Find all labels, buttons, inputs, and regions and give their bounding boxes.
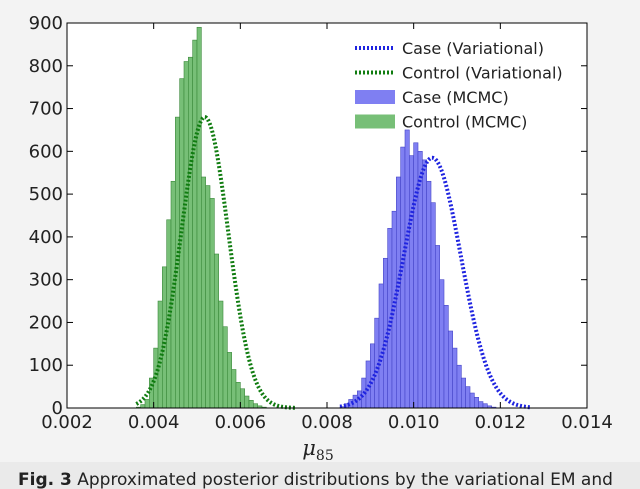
case-mcmc-bar xyxy=(456,364,462,409)
control-mcmc-bar xyxy=(248,399,254,409)
legend-entry: Case (MCMC) xyxy=(355,88,509,107)
control-mcmc-bar xyxy=(192,39,198,409)
plot-area: 0.002 0.004 0.006 0.008 0.010 0.012 0.014 0 100… xyxy=(29,13,613,433)
x-axis-ticks: 0.002 0.004 0.006 0.008 0.010 0.012 0.014 xyxy=(41,23,613,433)
control-mcmc-bar xyxy=(222,326,228,409)
case-mcmc-bar xyxy=(430,202,436,409)
control-mcmc-bar xyxy=(140,404,146,409)
legend-entry: Control (Variational) xyxy=(355,64,563,83)
x-tick-label: 0.002 xyxy=(41,412,93,433)
legend-bar-swatch xyxy=(355,114,395,129)
legend-label: Control (MCMC) xyxy=(402,113,527,132)
control-mcmc-bar xyxy=(209,198,215,409)
legend-entry: Control (MCMC) xyxy=(355,113,527,132)
y-tick-label: 500 xyxy=(29,184,63,205)
control-mcmc-bar xyxy=(214,253,219,409)
figure-caption-strip: Fig. 3 Approximated posterior distributi… xyxy=(0,462,640,489)
figure-caption: Fig. 3 Approximated posterior distributi… xyxy=(18,470,613,489)
x-axis-label: μ85 xyxy=(302,436,333,464)
case-variational-curve xyxy=(339,155,531,410)
y-tick-label: 100 xyxy=(29,355,63,376)
control-mcmc-bar xyxy=(244,395,250,409)
case-mcmc-bar xyxy=(404,129,410,409)
case-mcmc-bar xyxy=(452,347,458,409)
case-mcmc-bar xyxy=(448,330,453,409)
control-mcmc-bar xyxy=(235,382,241,409)
legend-bar-swatch xyxy=(355,90,395,104)
y-tick-label: 800 xyxy=(29,56,63,77)
y-tick-label: 0 xyxy=(52,398,63,419)
control-mcmc-bar xyxy=(218,300,224,409)
case-mcmc-bar xyxy=(435,245,440,409)
control-mcmc-bar xyxy=(162,266,167,409)
control-mcmc-bar xyxy=(205,185,211,409)
case-mcmc-bar xyxy=(378,283,384,409)
plot-background xyxy=(67,23,587,408)
x-tick-label: 0.010 xyxy=(388,412,440,433)
legend-label: Case (MCMC) xyxy=(402,88,509,107)
control-mcmc-bar xyxy=(188,56,193,409)
case-mcmc-bar xyxy=(482,403,488,409)
variational-curves xyxy=(135,115,531,410)
legend-entry: Case (Variational) xyxy=(355,39,544,58)
x-tick-label: 0.008 xyxy=(301,412,353,433)
case-mcmc-bar xyxy=(461,377,466,409)
control-mcmc-bar xyxy=(240,388,245,409)
x-tick-label: 0.004 xyxy=(128,412,180,433)
case-mcmc-bar xyxy=(478,401,484,409)
control-mcmc-bar xyxy=(227,352,232,409)
legend: Case (Variational) Control (Variational) C… xyxy=(355,39,563,132)
case-mcmc-bar xyxy=(400,146,406,409)
case-mcmc-bar xyxy=(426,180,432,409)
x-tick-label: 0.014 xyxy=(561,412,613,433)
case-mcmc-bar xyxy=(422,159,427,409)
control-mcmc-bar xyxy=(144,399,150,409)
y-tick-label: 200 xyxy=(29,312,63,333)
y-tick-label: 300 xyxy=(29,270,63,291)
case-mcmc-bar xyxy=(409,155,414,409)
case-mcmc-bar xyxy=(413,142,419,409)
x-tick-label: 0.006 xyxy=(215,412,267,433)
legend-label: Case (Variational) xyxy=(402,39,544,58)
control-mcmc-bar xyxy=(201,176,206,409)
case-mcmc-bar xyxy=(465,386,471,409)
case-mcmc-bar xyxy=(469,392,475,409)
control-mcmc-bar xyxy=(253,403,258,409)
control-mcmc-bar xyxy=(196,26,202,409)
control-mcmc-bar xyxy=(231,369,237,409)
y-tick-label: 400 xyxy=(29,227,63,248)
case-mcmc-bar xyxy=(443,305,449,409)
case-mcmc-bar xyxy=(474,397,479,409)
control-mcmc-bar xyxy=(166,219,172,409)
caption-text: Approximated posterior distributions by … xyxy=(71,470,613,489)
y-tick-label: 900 xyxy=(29,13,63,34)
y-axis-ticks: 0 100 200 300 400 500 600 700 800 900 xyxy=(29,13,587,419)
y-tick-label: 600 xyxy=(29,141,63,162)
control-mcmc-bar xyxy=(175,116,180,409)
legend-label: Control (Variational) xyxy=(402,64,563,83)
control-mcmc-bar xyxy=(183,61,189,409)
case-mcmc-bar xyxy=(396,176,401,409)
control-variational-curve xyxy=(135,115,297,410)
y-tick-label: 700 xyxy=(29,99,63,120)
x-tick-label: 0.012 xyxy=(475,412,527,433)
caption-prefix: Fig. 3 xyxy=(18,470,72,489)
case-mcmc-bar xyxy=(439,279,445,409)
